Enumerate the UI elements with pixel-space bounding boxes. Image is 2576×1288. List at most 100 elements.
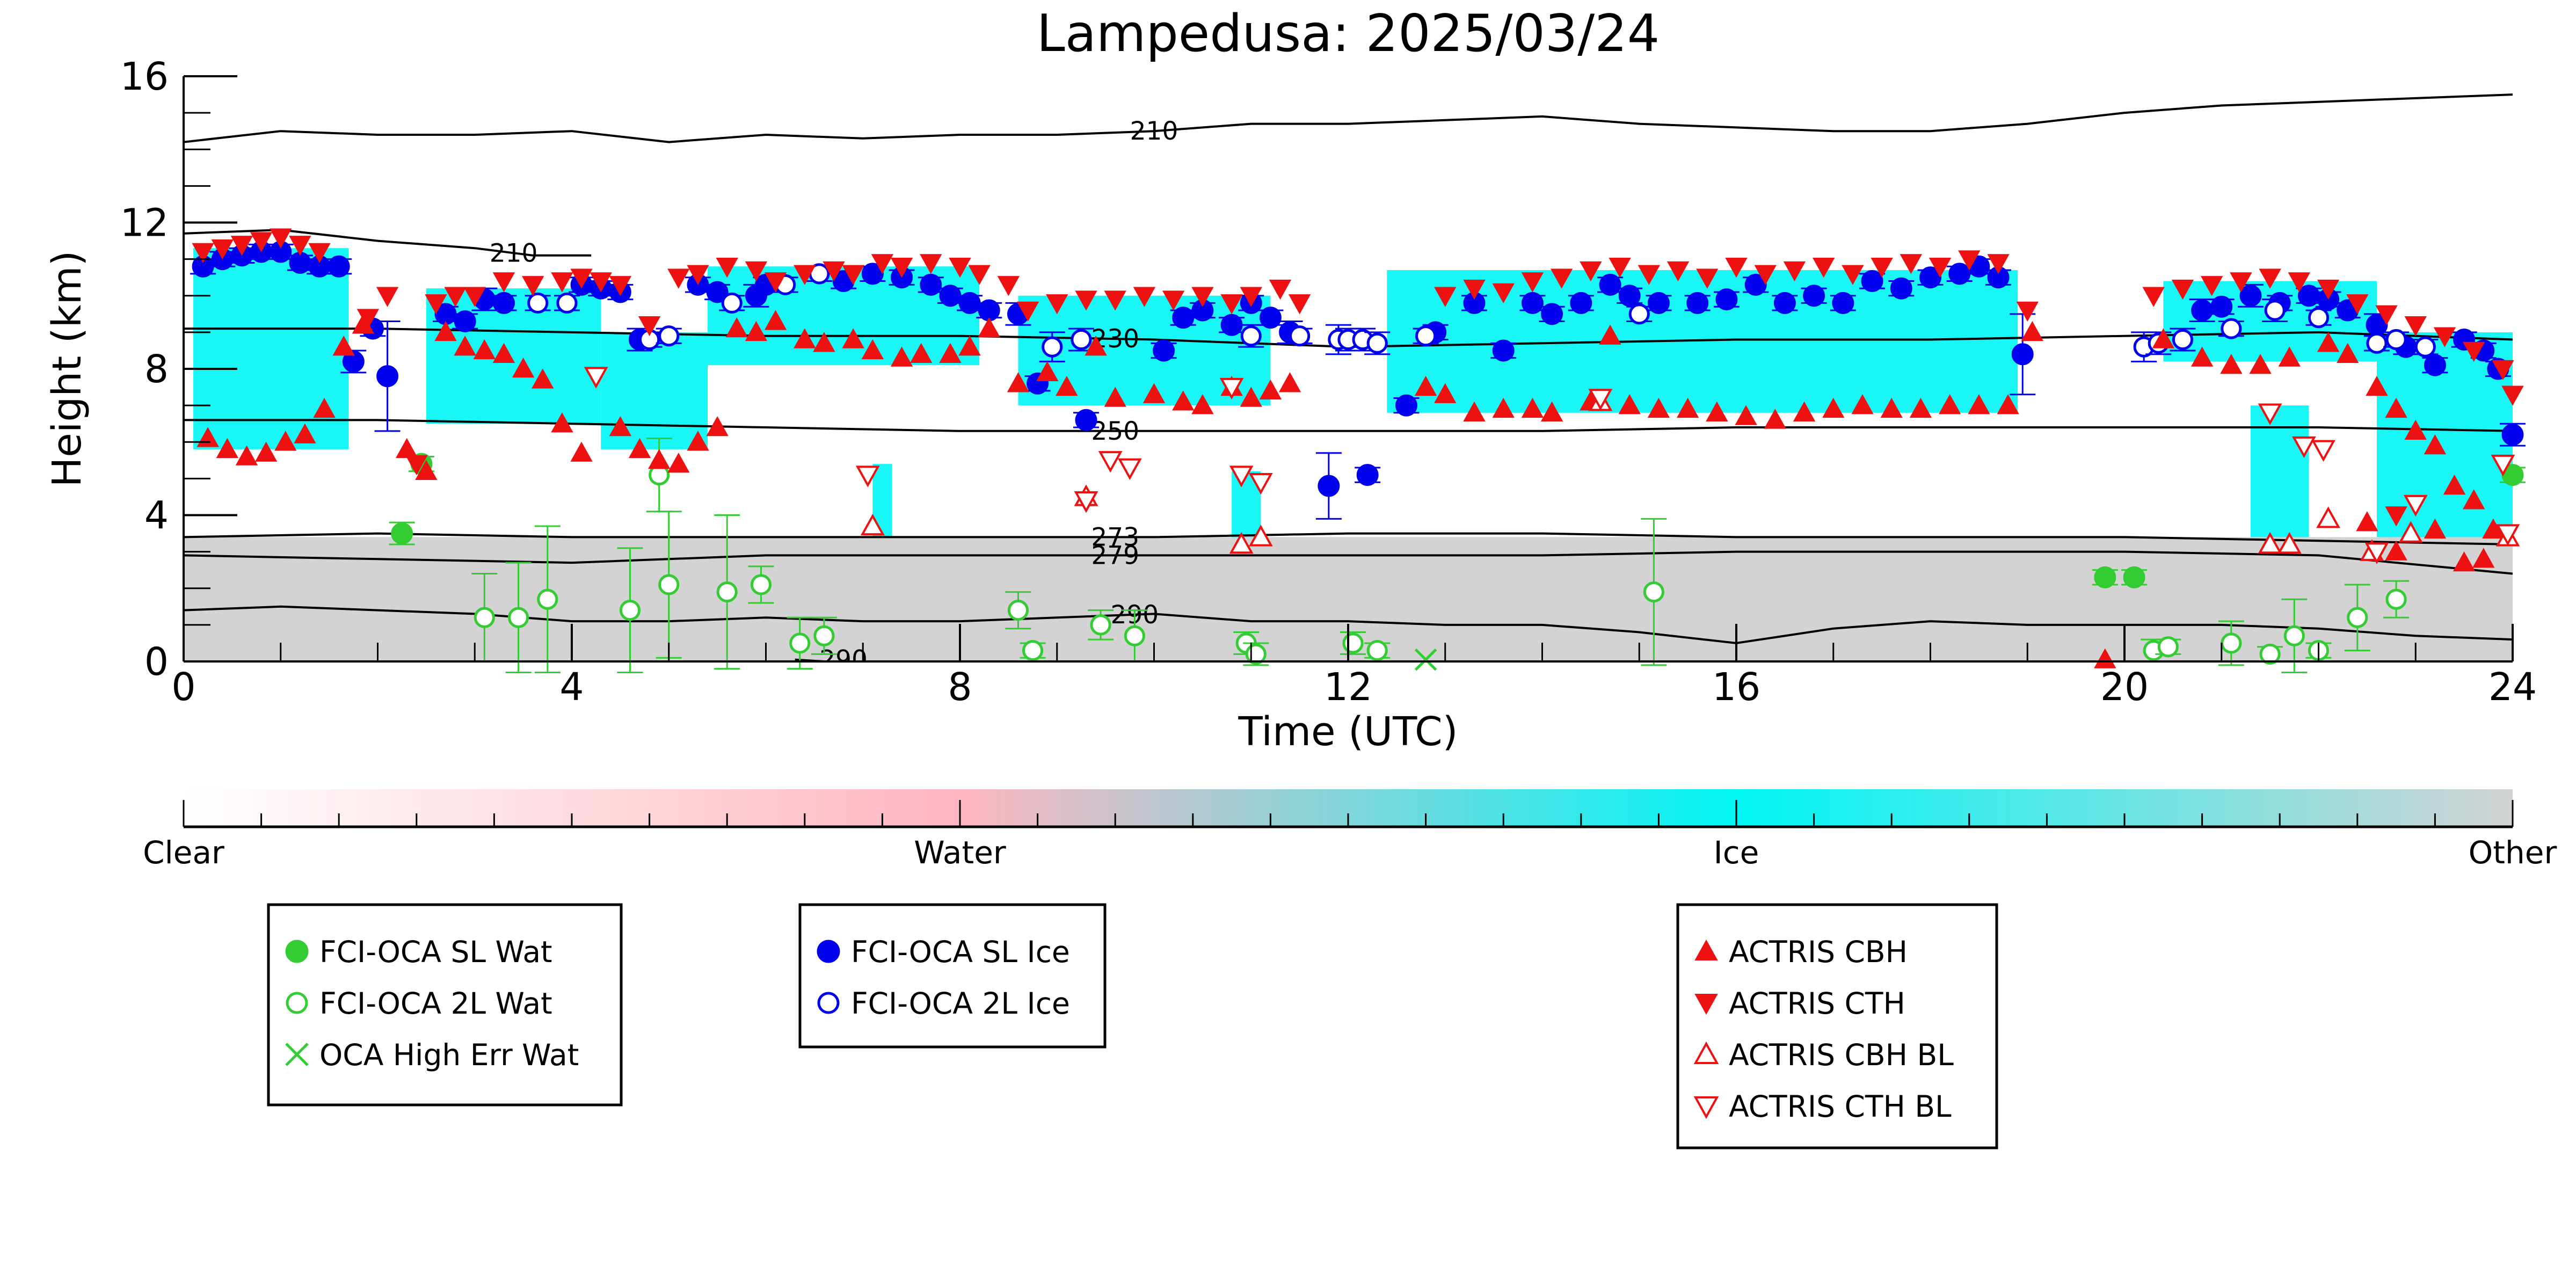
data-point <box>1240 325 1262 347</box>
data-point <box>1540 401 1563 421</box>
data-point <box>556 292 578 314</box>
data-point <box>842 328 864 348</box>
data-point <box>1492 339 1515 362</box>
series-actris-cth <box>192 228 2524 527</box>
data-point <box>1056 376 1078 396</box>
data-point <box>2094 566 2116 588</box>
data-point <box>2259 268 2281 289</box>
data-point <box>2491 454 2515 477</box>
data-point <box>1085 336 1107 356</box>
colorbar-label: Clear <box>143 834 224 871</box>
data-point <box>2375 305 2398 325</box>
data-point <box>1618 285 1641 307</box>
contour-label: 279 <box>1091 541 1139 570</box>
data-point <box>454 336 476 356</box>
data-point <box>1628 303 1650 325</box>
data-point <box>376 365 399 388</box>
data-point <box>2157 636 2179 658</box>
data-point <box>1647 292 1670 314</box>
data-point <box>813 332 835 352</box>
legend-boxes: FCI-OCA SL Wat FCI-OCA 2L Wat OCA High Err… <box>267 903 1998 1149</box>
data-point <box>1783 261 1806 282</box>
data-point <box>1987 254 2010 274</box>
data-point <box>2152 328 2174 348</box>
data-point <box>473 339 496 360</box>
data-point <box>1735 405 1757 425</box>
data-point <box>1278 372 1301 392</box>
data-point <box>1492 397 1515 418</box>
data-point <box>842 265 864 285</box>
chart-title: Lampedusa: 2025/03/24 <box>1037 4 1660 63</box>
data-point <box>1541 303 1563 325</box>
data-point <box>507 607 529 628</box>
legend-marker <box>1694 939 1718 960</box>
data-point <box>794 265 816 285</box>
y-axis-label: Height (km) <box>44 251 90 487</box>
data-point <box>1075 409 1097 431</box>
data-point <box>958 336 981 356</box>
data-point <box>1643 581 1664 603</box>
data-point <box>2346 294 2369 315</box>
classification-colorbar: Clear Water Ice Other <box>143 789 2557 871</box>
data-point <box>1229 532 1254 554</box>
data-point <box>1220 294 1243 315</box>
data-point <box>2210 295 2233 318</box>
data-point <box>1676 397 1699 418</box>
data-point <box>2364 542 2389 564</box>
data-point <box>2463 489 2485 510</box>
data-point <box>2308 307 2330 329</box>
data-point <box>454 310 476 332</box>
plot-axes: 0 4 8 12 16 20 24 0 4 8 12 16 <box>120 54 2537 709</box>
data-point <box>328 255 350 278</box>
data-point <box>294 423 316 443</box>
data-point <box>537 588 558 610</box>
data-point <box>997 276 1020 296</box>
data-point <box>474 607 495 628</box>
data-point <box>570 441 593 462</box>
data-point <box>2142 287 2165 307</box>
data-point <box>1890 277 1912 300</box>
data-point <box>1803 285 1825 307</box>
data-point <box>254 441 278 462</box>
contour-line <box>184 229 592 257</box>
data-point <box>1240 387 1262 407</box>
data-point <box>2094 648 2116 668</box>
data-point <box>658 325 680 347</box>
data-point <box>2385 506 2407 527</box>
data-point <box>584 367 608 389</box>
data-point <box>1259 379 1282 400</box>
series-actris-cth-bl <box>584 367 2520 564</box>
legend-label: OCA High Err Wat <box>319 1038 579 1072</box>
data-point <box>1754 265 1777 285</box>
legend-label: FCI-OCA 2L Wat <box>319 986 552 1021</box>
contour-label: 273 <box>1091 522 1139 552</box>
data-point <box>2414 336 2436 358</box>
data-point <box>2317 332 2340 352</box>
data-point <box>1958 250 1981 271</box>
data-point <box>716 581 738 603</box>
data-point <box>1133 287 1156 307</box>
data-point <box>1248 472 1273 495</box>
data-point <box>1143 383 1166 403</box>
data-point <box>1104 290 1126 311</box>
data-point <box>463 287 486 307</box>
data-point <box>1289 325 1311 347</box>
data-point <box>1929 258 1952 278</box>
data-point <box>270 228 292 249</box>
legend-frame <box>798 903 1107 1049</box>
data-point <box>1968 394 1990 414</box>
data-point <box>2230 272 2252 293</box>
data-point <box>1832 292 1854 314</box>
data-point <box>1395 394 1417 417</box>
data-point <box>1240 287 1262 307</box>
data-point <box>492 343 515 363</box>
data-point <box>920 273 942 296</box>
legend-marker <box>285 940 309 963</box>
x-tick-label: 16 <box>1712 665 1760 709</box>
data-point <box>745 261 768 282</box>
data-point <box>1288 294 1311 315</box>
data-point <box>1414 376 1437 396</box>
x-axis-label: Time (UTC) <box>1238 709 1458 755</box>
data-point <box>376 287 399 307</box>
